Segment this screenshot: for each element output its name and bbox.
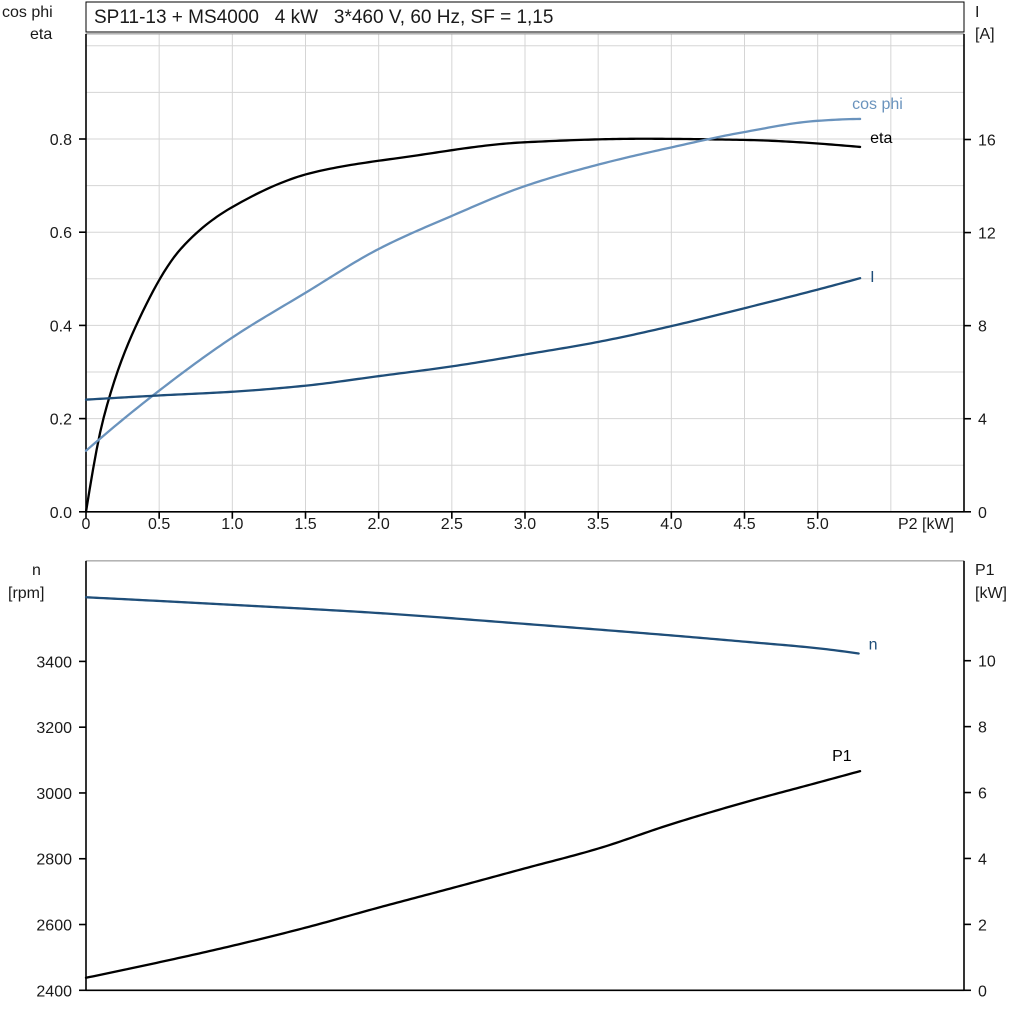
svg-text:P1: P1 xyxy=(832,748,852,765)
svg-text:0.6: 0.6 xyxy=(50,225,72,242)
svg-text:3.5: 3.5 xyxy=(587,516,609,533)
svg-text:n: n xyxy=(869,637,878,654)
svg-text:0.4: 0.4 xyxy=(50,318,72,335)
svg-text:2400: 2400 xyxy=(36,983,72,1000)
svg-text:0: 0 xyxy=(978,505,987,522)
svg-text:12: 12 xyxy=(978,226,996,243)
svg-text:SP11-13 + MS4000 4 kW 3*46: SP11-13 + MS4000 4 kW 3*460 V, 60 Hz, SF… xyxy=(94,7,553,28)
svg-text:2.5: 2.5 xyxy=(441,516,463,533)
svg-text:2800: 2800 xyxy=(36,852,72,869)
svg-text:8: 8 xyxy=(978,319,987,336)
svg-text:cos phi: cos phi xyxy=(2,4,53,21)
svg-text:I: I xyxy=(975,4,979,21)
svg-text:6: 6 xyxy=(978,786,987,803)
svg-text:P2 [kW]: P2 [kW] xyxy=(898,516,954,533)
svg-text:[rpm]: [rpm] xyxy=(8,585,44,602)
svg-text:3400: 3400 xyxy=(36,654,72,671)
svg-text:3000: 3000 xyxy=(36,786,72,803)
svg-text:4.5: 4.5 xyxy=(733,516,755,533)
svg-text:4.0: 4.0 xyxy=(660,516,682,533)
svg-text:10: 10 xyxy=(978,654,996,671)
svg-text:2600: 2600 xyxy=(36,918,72,935)
svg-text:1.5: 1.5 xyxy=(294,516,316,533)
svg-text:2.0: 2.0 xyxy=(368,516,390,533)
svg-text:eta: eta xyxy=(30,26,52,43)
svg-text:4: 4 xyxy=(978,851,987,868)
svg-text:[A]: [A] xyxy=(975,26,995,43)
svg-text:3200: 3200 xyxy=(36,720,72,737)
svg-text:0: 0 xyxy=(978,983,987,1000)
svg-text:1.0: 1.0 xyxy=(221,516,243,533)
svg-text:P1: P1 xyxy=(975,562,995,579)
svg-text:5.0: 5.0 xyxy=(807,516,829,533)
svg-text:0.5: 0.5 xyxy=(148,516,170,533)
svg-text:0.0: 0.0 xyxy=(50,505,72,522)
svg-text:4: 4 xyxy=(978,412,987,429)
svg-text:3.0: 3.0 xyxy=(514,516,536,533)
svg-text:eta: eta xyxy=(870,130,892,147)
svg-text:0: 0 xyxy=(82,516,91,533)
svg-text:0.2: 0.2 xyxy=(50,412,72,429)
svg-text:16: 16 xyxy=(978,133,996,150)
svg-text:2: 2 xyxy=(978,917,987,934)
svg-text:8: 8 xyxy=(978,720,987,737)
svg-text:cos phi: cos phi xyxy=(852,96,903,113)
svg-text:I: I xyxy=(870,269,874,286)
svg-text:0.8: 0.8 xyxy=(50,132,72,149)
svg-text:[kW]: [kW] xyxy=(975,585,1007,602)
svg-text:n: n xyxy=(32,562,41,579)
